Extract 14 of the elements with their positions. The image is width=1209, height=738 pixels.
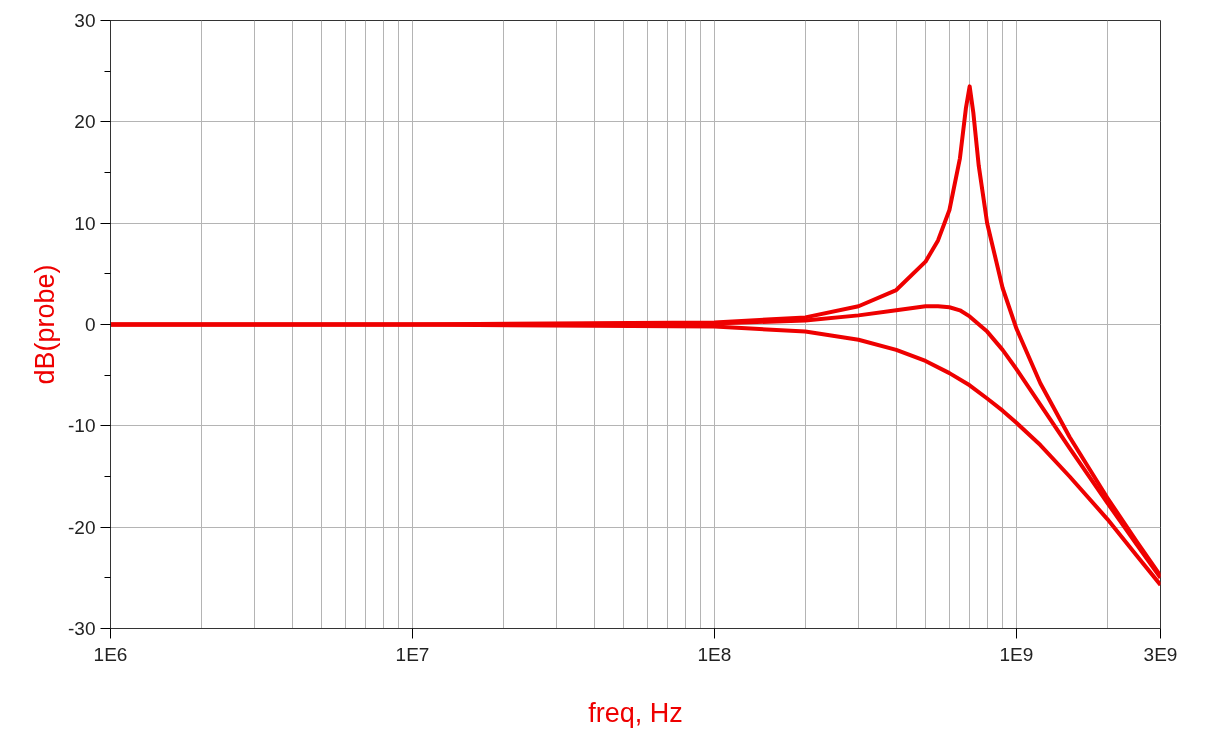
x-axis-title: freq, Hz — [588, 697, 683, 728]
x-tick-label: 1E8 — [697, 643, 732, 665]
y-tick-label: -30 — [68, 618, 96, 639]
x-tick-label: 1E9 — [999, 643, 1034, 665]
x-tick-label: 1E6 — [93, 643, 128, 665]
y-tick-label: 30 — [74, 10, 96, 31]
y-tick-label: 10 — [74, 212, 96, 234]
y-tick-label: 20 — [74, 111, 96, 133]
x-tick-label: 3E9 — [1143, 643, 1178, 665]
y-tick-label: -10 — [68, 415, 96, 437]
y-axis-title: dB(probe) — [30, 264, 61, 385]
y-tick-label: 0 — [84, 314, 96, 335]
x-tick-label: 1E7 — [395, 643, 430, 665]
y-tick-label: -20 — [68, 516, 96, 538]
